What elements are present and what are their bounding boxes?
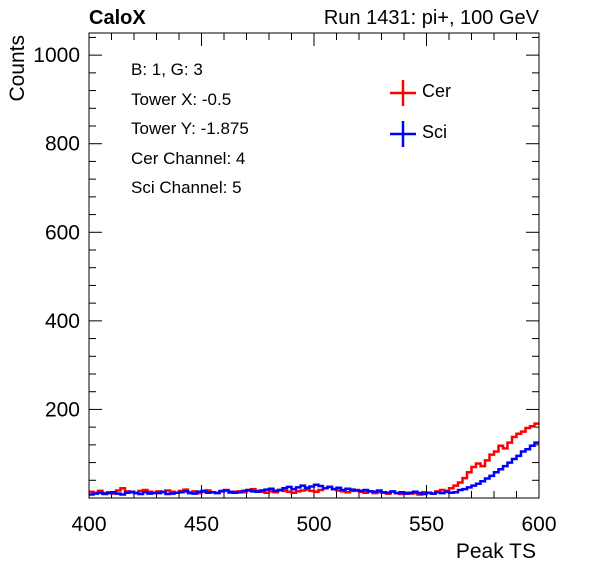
x-tick-label: 400: [71, 513, 106, 536]
y-tick-label: 1000: [33, 44, 80, 67]
y-axis-label: Counts: [6, 35, 29, 102]
info-sci-channel: Sci Channel: 5: [131, 178, 242, 197]
y-tick-label: 400: [45, 310, 80, 333]
x-tick-label: 450: [184, 513, 219, 536]
info-tower-x: Tower X: -0.5: [131, 89, 232, 109]
info-box: B: 1, G: 3 Tower X: -0.5 Tower Y: -1.875…: [131, 55, 249, 203]
series-sci-line: [89, 441, 539, 496]
y-tick-labels: 200 400 600 800 1000: [33, 44, 80, 421]
info-board-gain: B: 1, G: 3: [131, 60, 203, 79]
y-tick-label: 600: [45, 221, 80, 244]
info-cer-channel: Cer Channel: 4: [131, 148, 246, 168]
x-tick-label: 500: [296, 513, 331, 536]
legend-label-cer: Cer: [422, 81, 452, 101]
experiment-label: CaloX: [89, 7, 146, 29]
plot-frame: [88, 32, 540, 499]
series-group: [89, 422, 539, 496]
x-axis-label: Peak TS: [456, 540, 536, 563]
info-tower-y: Tower Y: -1.875: [131, 119, 249, 138]
x-tick-label: 600: [521, 513, 556, 536]
axis-ticks: [88, 33, 540, 499]
run-label: Run 1431: pi+, 100 GeV: [323, 7, 539, 29]
x-tick-labels: 400 450 500 550 600: [71, 513, 556, 536]
y-tick-label: 200: [45, 398, 80, 421]
legend-marker-sci: [390, 121, 416, 147]
y-tick-label: 800: [45, 133, 80, 156]
legend-label-sci: Sci: [422, 122, 448, 142]
legend-marker-cer: [390, 80, 416, 106]
x-tick-label: 550: [409, 513, 444, 536]
